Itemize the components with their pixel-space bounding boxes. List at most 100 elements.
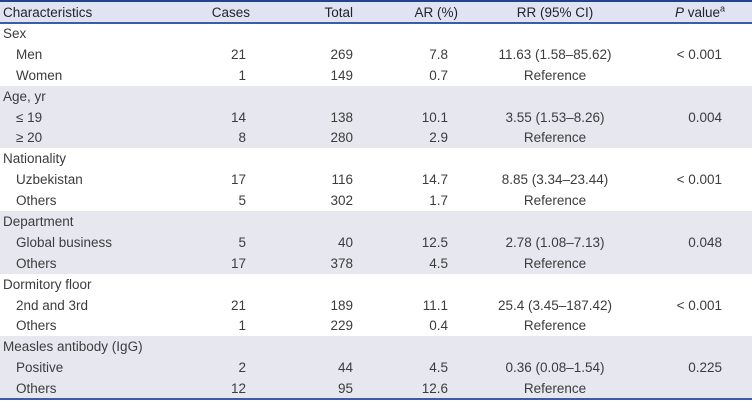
group-label: Sex xyxy=(3,26,27,42)
table-row: Others 12 95 12.6 Reference xyxy=(0,378,752,400)
total-cell: 44 xyxy=(337,360,353,376)
row-label: Global business xyxy=(16,234,113,250)
p-value-cell: 0.225 xyxy=(688,360,722,376)
cases-cell: 1 xyxy=(238,67,246,83)
ar-cell: 2.9 xyxy=(429,130,448,146)
rr-cell: Reference xyxy=(523,67,587,83)
rr-cell: 8.85 (3.34–23.44) xyxy=(501,172,609,188)
cases-cell: 5 xyxy=(238,234,246,250)
col-header-characteristics: Characteristics xyxy=(0,1,194,24)
rr-cell: 0.36 (0.08–1.54) xyxy=(505,360,605,376)
ar-cell: 4.5 xyxy=(429,360,448,376)
ar-cell: 12.6 xyxy=(421,380,448,396)
cases-cell: 8 xyxy=(238,130,246,146)
group-header-row: Age, yr xyxy=(0,85,752,107)
p-value-cell: 0.004 xyxy=(688,109,722,125)
group-header-row: Measles antibody (IgG) xyxy=(0,336,752,358)
row-label: Others xyxy=(16,318,57,334)
table-row: Others 5 302 1.7 Reference xyxy=(0,190,752,211)
p-value-cell: 0.048 xyxy=(688,234,722,250)
total-cell: 229 xyxy=(330,318,353,334)
p-value-cell xyxy=(650,65,752,86)
ar-cell: 1.7 xyxy=(429,193,448,209)
ar-cell: 14.7 xyxy=(421,172,448,188)
row-label: 2nd and 3rd xyxy=(16,297,89,313)
table-body: Sex Men 21 269 7.8 11.63 (1.58–85.62) < 0.001 W… xyxy=(0,23,752,400)
ar-cell: 4.5 xyxy=(429,255,448,271)
total-cell: 149 xyxy=(330,67,353,83)
footnote-marker-a: a xyxy=(719,3,725,13)
row-label: Men xyxy=(16,46,43,62)
table-row: Others 1 229 0.4 Reference xyxy=(0,315,752,336)
rr-cell: 2.78 (1.08–7.13) xyxy=(505,234,605,250)
col-header-p-value: P valuea xyxy=(650,1,752,24)
cases-cell: 2 xyxy=(238,360,246,376)
p-value-cell: < 0.001 xyxy=(676,297,722,313)
group-label: Dormitory floor xyxy=(3,276,92,292)
rr-cell: Reference xyxy=(523,380,587,396)
table-row: Men 21 269 7.8 11.63 (1.58–85.62) < 0.001 xyxy=(0,44,752,65)
ar-cell: 0.4 xyxy=(429,318,448,334)
table-row: 2nd and 3rd 21 189 11.1 25.4 (3.45–187.42) < … xyxy=(0,295,752,316)
table-row: Others 17 378 4.5 Reference xyxy=(0,252,752,274)
p-value-cell: < 0.001 xyxy=(676,46,722,62)
ar-cell: 12.5 xyxy=(421,234,448,250)
ar-cell: 11.1 xyxy=(422,297,448,313)
group-header-row: Nationality xyxy=(0,148,752,169)
total-cell: 378 xyxy=(330,255,353,271)
total-cell: 116 xyxy=(331,172,353,188)
total-cell: 280 xyxy=(330,130,353,146)
group-label: Age, yr xyxy=(3,88,46,104)
rr-cell: Reference xyxy=(523,255,587,271)
rr-cell: Reference xyxy=(523,193,587,209)
group-label: Nationality xyxy=(3,151,67,167)
group-label: Measles antibody (IgG) xyxy=(3,339,143,355)
cases-cell: 21 xyxy=(230,297,246,313)
col-header-total: Total xyxy=(252,1,362,24)
total-cell: 189 xyxy=(330,297,353,313)
p-value-cell xyxy=(650,253,752,274)
total-cell: 95 xyxy=(337,380,353,396)
ar-cell: 7.8 xyxy=(429,46,448,62)
total-cell: 269 xyxy=(330,46,353,62)
row-label: Others xyxy=(16,193,57,209)
table-row: Global business 5 40 12.5 2.78 (1.08–7.13) 0.… xyxy=(0,231,752,253)
rr-cell: 25.4 (3.45–187.42) xyxy=(497,297,613,313)
rr-cell: Reference xyxy=(523,318,587,334)
rr-cell: 3.55 (1.53–8.26) xyxy=(505,109,605,125)
row-label: Women xyxy=(16,67,63,83)
cases-cell: 17 xyxy=(230,255,246,271)
total-cell: 40 xyxy=(337,234,353,250)
ar-cell: 0.7 xyxy=(429,67,448,83)
row-label: ≥ 20 xyxy=(16,130,43,146)
p-value-label-rest: value xyxy=(683,4,720,20)
row-label: Others xyxy=(16,255,57,271)
total-cell: 302 xyxy=(330,193,353,209)
cases-cell: 21 xyxy=(230,46,246,62)
group-label: Department xyxy=(3,213,74,229)
group-header-row: Dormitory floor xyxy=(0,274,752,295)
table-row: Positive 2 44 4.5 0.36 (0.08–1.54) 0.225 xyxy=(0,357,752,379)
ar-cell: 10.1 xyxy=(421,109,448,125)
p-value-cell xyxy=(650,315,752,336)
group-header-row: Sex xyxy=(0,23,752,44)
total-cell: 138 xyxy=(330,109,353,125)
group-header-row: Department xyxy=(0,211,752,232)
row-label: Positive xyxy=(16,360,64,376)
table-row: ≥ 20 8 280 2.9 Reference xyxy=(0,127,752,149)
table-row: ≤ 19 14 138 10.1 3.55 (1.53–8.26) 0.004 xyxy=(0,106,752,128)
table-header: Characteristics Cases Total AR (%) RR (9… xyxy=(0,1,752,24)
rr-cell: 11.63 (1.58–85.62) xyxy=(498,46,612,62)
header-row: Characteristics Cases Total AR (%) RR (9… xyxy=(0,1,752,24)
cases-cell: 5 xyxy=(238,193,246,209)
cases-cell: 14 xyxy=(230,109,246,125)
cases-cell: 12 xyxy=(230,380,246,396)
row-label: Others xyxy=(16,380,57,396)
cases-cell: 1 xyxy=(238,318,246,334)
risk-factor-table: Characteristics Cases Total AR (%) RR (9… xyxy=(0,0,752,401)
p-value-italic-letter: P xyxy=(674,4,684,20)
col-header-rr-ci: RR (95% CI) xyxy=(460,1,650,24)
p-value-cell xyxy=(650,127,752,148)
row-label: ≤ 19 xyxy=(16,109,43,125)
p-value-cell xyxy=(650,190,752,211)
